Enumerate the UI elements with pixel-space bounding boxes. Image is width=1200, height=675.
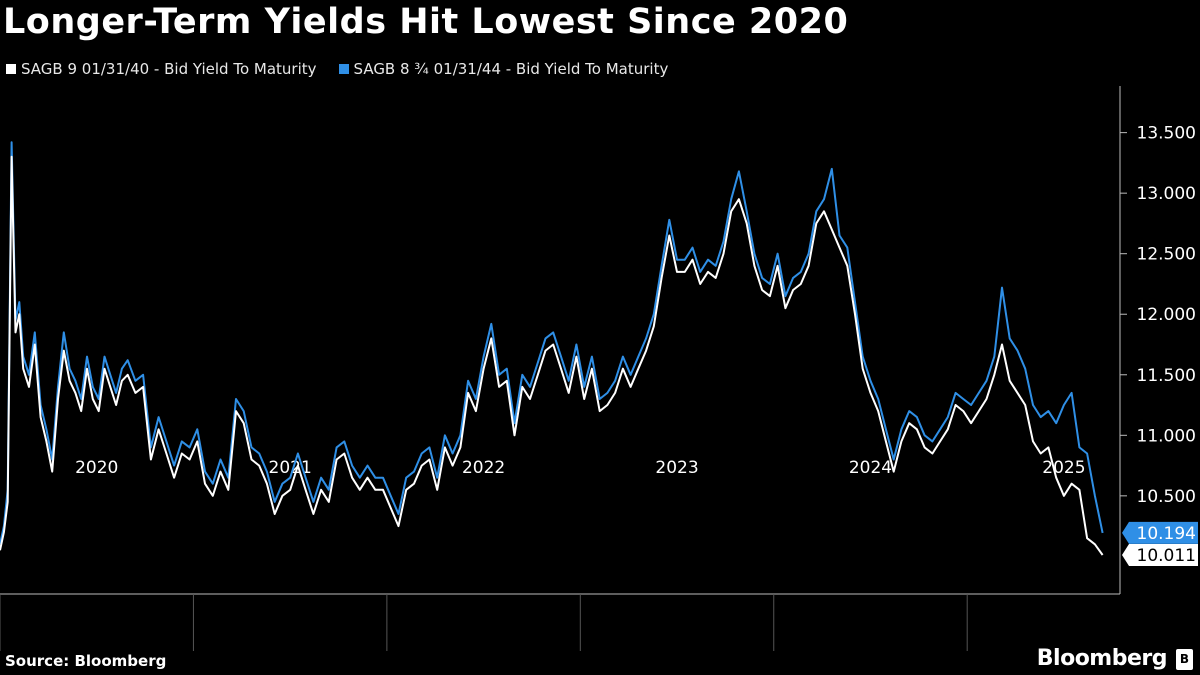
series-line-0 xyxy=(0,155,1104,556)
source-note: Source: Bloomberg xyxy=(5,652,167,670)
y-tick-label-4: 12.500 xyxy=(1137,245,1196,265)
last-value-label-1: 10.194 xyxy=(1137,524,1196,544)
x-tick-label-2022: 2022 xyxy=(462,458,505,478)
y-tick-label-1: 11.000 xyxy=(1137,426,1196,446)
legend-swatch-blue xyxy=(338,64,349,74)
series-line-1 xyxy=(0,141,1104,545)
legend-item-sagb-2040[interactable]: SAGB 9 01/31/40 - Bid Yield To Maturity xyxy=(6,60,317,78)
bloomberg-logo: Bloomberg xyxy=(1036,646,1168,671)
y-tick-label-3: 12.000 xyxy=(1137,305,1196,325)
legend-swatch-white xyxy=(6,64,16,74)
y-tick-label-0: 10.500 xyxy=(1137,487,1196,507)
y-tick-label-6: 13.500 xyxy=(1137,124,1196,144)
x-tick-label-2024: 2024 xyxy=(849,458,892,478)
x-tick-label-2023: 2023 xyxy=(655,458,698,478)
legend-label-sagb-2040: SAGB 9 01/31/40 - Bid Yield To Maturity xyxy=(21,60,317,78)
x-tick-label-2025: 2025 xyxy=(1042,458,1085,478)
legend-item-sagb-2044[interactable]: SAGB 8 ¾ 01/31/44 - Bid Yield To Maturit… xyxy=(338,60,669,78)
last-value-tag-1 xyxy=(1122,521,1198,544)
legend: SAGB 9 01/31/40 - Bid Yield To Maturity … xyxy=(6,60,690,78)
y-tick-label-5: 13.000 xyxy=(1137,184,1196,204)
last-value-label-0: 10.011 xyxy=(1137,546,1196,566)
last-value-tag-0 xyxy=(1122,544,1198,567)
y-tick-label-2: 11.500 xyxy=(1137,366,1196,386)
bloomberg-terminal-icon: B xyxy=(1176,649,1193,670)
legend-label-sagb-2044: SAGB 8 ¾ 01/31/44 - Bid Yield To Maturit… xyxy=(353,60,669,78)
x-tick-label-2020: 2020 xyxy=(75,458,118,478)
chart-title: Longer-Term Yields Hit Lowest Since 2020 xyxy=(3,2,849,42)
